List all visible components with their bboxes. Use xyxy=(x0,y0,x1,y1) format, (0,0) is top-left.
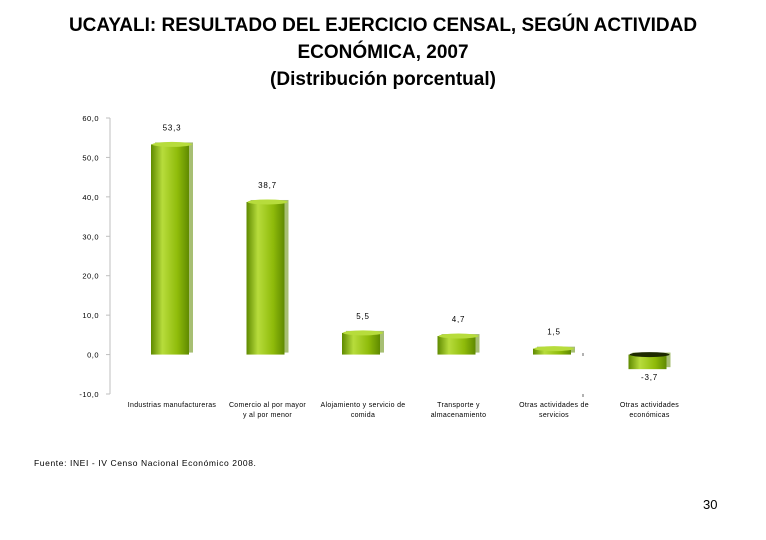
bar-top-cap xyxy=(629,352,670,358)
value-label: 38,7 xyxy=(258,181,277,190)
title-line-1: UCAYALI: RESULTADO DEL EJERCICIO CENSAL,… xyxy=(68,15,698,36)
y-tick-label: -10,0 xyxy=(79,390,99,399)
y-tick-label: 10,0 xyxy=(82,311,99,320)
bar xyxy=(342,332,380,355)
category-label: y al por menor xyxy=(243,412,292,419)
chart-title: UCAYALI: RESULTADO DEL EJERCICIO CENSAL,… xyxy=(0,12,766,93)
value-label: 1,5 xyxy=(547,328,561,337)
bar-top-cap xyxy=(152,141,192,147)
bar xyxy=(437,336,476,355)
category-label: Transporte y xyxy=(437,402,480,409)
bar-top-cap xyxy=(247,199,288,205)
source-note: Fuente: INEI - IV Censo Nacional Económi… xyxy=(34,458,257,468)
value-label: 53,3 xyxy=(163,123,182,132)
y-tick-label: 0,0 xyxy=(87,351,99,360)
value-label: 4,7 xyxy=(452,315,466,324)
category-label: Alojamiento y servicio de xyxy=(321,402,406,409)
category-label: almacenamiento xyxy=(431,412,487,419)
title-line-3: (Distribución porcentual) xyxy=(270,69,496,90)
category-label: comida xyxy=(351,412,375,419)
y-tick-label: 20,0 xyxy=(82,272,99,281)
bar xyxy=(246,201,285,355)
category-label: Otras actividades xyxy=(620,402,679,409)
title-line-2: ECONÓMICA, 2007 xyxy=(297,42,469,63)
value-label: 5,5 xyxy=(356,312,370,321)
category-label: económicas xyxy=(629,412,670,419)
page-number: 30 xyxy=(703,497,718,512)
value-label: -3,7 xyxy=(641,373,658,382)
category-label: Comercio al por mayor xyxy=(229,402,306,409)
bar-top-cap xyxy=(438,333,479,339)
bar xyxy=(628,354,667,370)
category-label: Otras actividades de xyxy=(519,402,589,409)
bar xyxy=(151,144,189,355)
bar-top-cap xyxy=(534,346,574,352)
y-tick-label: 40,0 xyxy=(82,193,99,202)
y-tick-label: 60,0 xyxy=(82,114,99,123)
bar-top-cap xyxy=(343,330,383,336)
y-tick-label: 30,0 xyxy=(82,232,99,241)
category-label: servicios xyxy=(539,412,569,419)
y-tick-label: 50,0 xyxy=(82,153,99,162)
bar xyxy=(533,348,571,355)
category-label: Industrias manufactureras xyxy=(128,402,217,409)
